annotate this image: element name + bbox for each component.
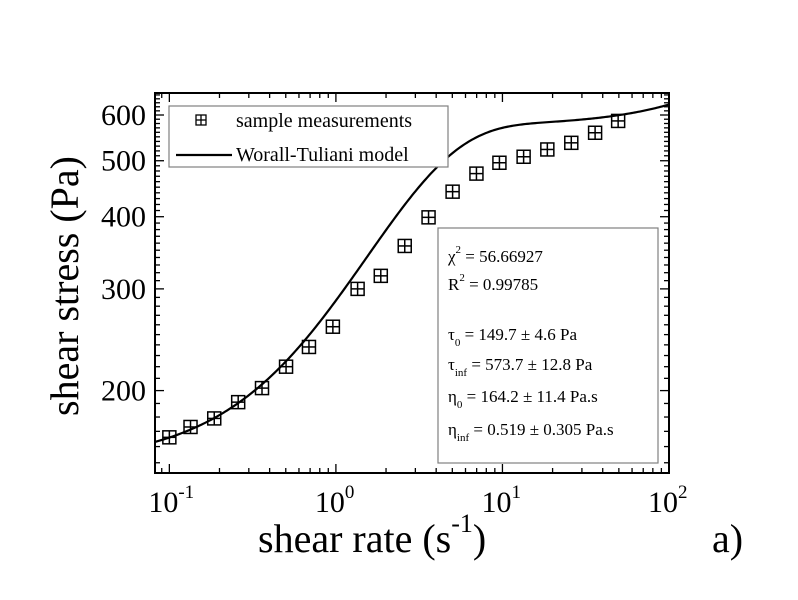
y-tick-label: 600 [101, 99, 146, 132]
data-point [325, 319, 341, 334]
data-point [445, 184, 460, 199]
y-tick-label: 400 [101, 201, 146, 234]
stats-box-frame [437, 227, 659, 464]
data-point [469, 166, 484, 181]
data-point [206, 411, 222, 426]
x-tick-label: 102 [648, 482, 688, 519]
data-point [540, 142, 555, 157]
plot-frame [154, 92, 670, 474]
data-point [421, 210, 436, 225]
legend-label-measurements: sample measurements [236, 110, 412, 132]
data-point [397, 238, 412, 254]
y-axis-title: shear stress (Pa) [42, 156, 87, 416]
legend-label-model: Worall-Tuliani model [236, 144, 409, 166]
data-point [254, 380, 270, 396]
x-tick-label: 100 [315, 482, 355, 519]
data-markers [162, 113, 626, 445]
data-point [230, 394, 246, 410]
y-tick-labels: 200 300 400 500 600 [101, 99, 146, 408]
data-point [373, 268, 389, 284]
legend: sample measurements Worall-Tuliani model [168, 105, 449, 168]
data-point [492, 155, 507, 171]
data-point [610, 113, 626, 129]
fit-statistics-box: χ2 = 56.66927 R2 = 0.99785 τ0 = 149.7 ± … [437, 227, 659, 464]
stat-chi-squared: χ2 = 56.66927 [447, 244, 543, 266]
data-point [564, 135, 579, 151]
stat-eta-inf: ηinf = 0.519 ± 0.305 Pa.s [448, 420, 614, 444]
model-curve [154, 103, 670, 443]
legend-box [168, 105, 449, 168]
x-axis-title: shear rate (s-1) [258, 509, 486, 561]
data-point [183, 419, 198, 435]
x-tick-labels: 10-1 100 101 102 [148, 482, 687, 519]
x-tick-label: 10-1 [148, 482, 194, 519]
data-point [587, 125, 603, 141]
y-tick-label: 500 [101, 145, 146, 178]
legend-marker-icon [195, 114, 207, 126]
data-point [278, 359, 294, 374]
stat-tau-inf: τinf = 573.7 ± 12.8 Pa [448, 355, 593, 379]
x-tick-label: 101 [481, 482, 521, 519]
panel-label: a) [712, 516, 743, 561]
y-tick-label: 300 [101, 273, 146, 306]
stat-tau0: τ0 = 149.7 ± 4.6 Pa [448, 325, 577, 349]
y-tick-label: 200 [101, 375, 146, 408]
stat-r-squared: R2 = 0.99785 [448, 272, 538, 294]
data-point [516, 149, 531, 165]
data-point [162, 430, 177, 445]
stat-eta0: η0 = 164.2 ± 11.4 Pa.s [448, 387, 598, 411]
data-point [301, 339, 317, 355]
data-point [350, 281, 365, 297]
